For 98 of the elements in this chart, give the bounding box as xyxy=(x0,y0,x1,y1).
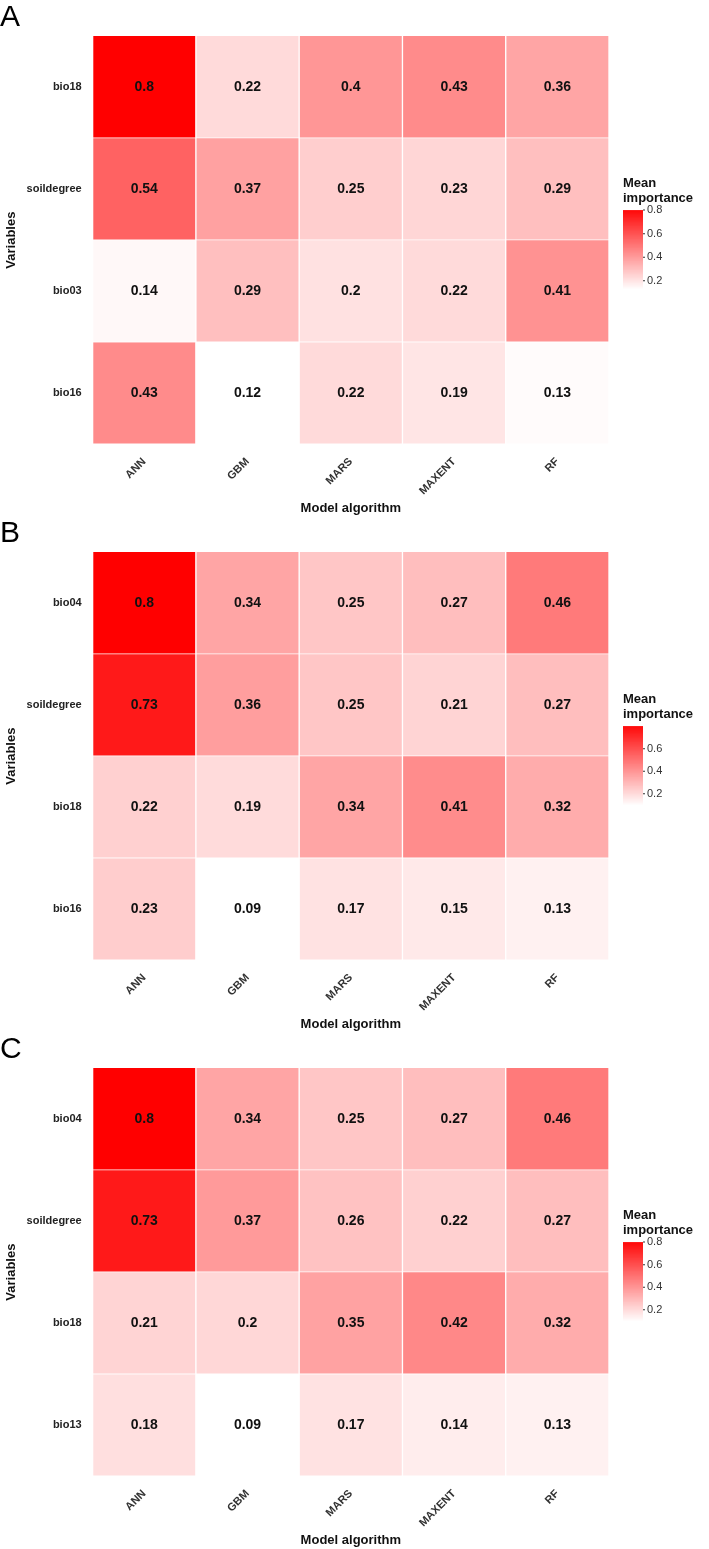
color-bar-label: 0.2 xyxy=(647,786,663,799)
y-tick-label: soildegree xyxy=(26,1214,82,1227)
y-tick-label: bio18 xyxy=(52,800,82,813)
color-bar-label: 0.2 xyxy=(647,273,663,286)
legend-title: Mean importance xyxy=(623,1207,694,1238)
data-label: 0.27 xyxy=(440,1109,468,1126)
data-label: 0.37 xyxy=(233,179,262,196)
color-bar-label: 0.8 xyxy=(647,203,663,216)
data-label: 0.12 xyxy=(233,384,262,401)
legend-title: Mean importance xyxy=(623,175,694,206)
x-tick-label: RF xyxy=(542,454,562,474)
chart-title: C xyxy=(0,1031,22,1065)
data-label: 0.8 xyxy=(134,77,155,94)
data-label: 0.32 xyxy=(543,1314,572,1330)
y-axis-title: Variables xyxy=(3,1243,19,1301)
data-label: 0.35 xyxy=(337,1314,365,1330)
x-tick-label: RF xyxy=(542,1486,562,1506)
data-label: 0.32 xyxy=(543,798,572,814)
data-label: 0.43 xyxy=(440,77,468,94)
data-label: 0.46 xyxy=(543,593,572,610)
x-axis-title: Model algorithm xyxy=(300,1015,402,1031)
data-label: 0.46 xyxy=(543,1109,572,1126)
data-label: 0.36 xyxy=(543,77,572,94)
y-tick-label: bio13 xyxy=(52,1418,82,1431)
data-label: 0.25 xyxy=(337,593,365,610)
data-label: 0.25 xyxy=(337,179,365,196)
y-tick-label: soildegree xyxy=(26,182,82,195)
data-label: 0.23 xyxy=(130,900,159,917)
color-bar-label: 0.6 xyxy=(647,226,663,239)
y-tick-label: soildegree xyxy=(26,698,82,711)
x-axis-title: Model algorithm xyxy=(300,499,402,515)
data-label: 0.41 xyxy=(543,282,572,298)
data-label: 0.13 xyxy=(543,900,572,917)
data-label: 0.22 xyxy=(130,798,159,814)
data-label: 0.09 xyxy=(233,1416,262,1433)
data-label: 0.4 xyxy=(341,77,361,94)
data-label: 0.34 xyxy=(233,593,262,610)
data-label: 0.2 xyxy=(237,1314,258,1330)
data-label: 0.25 xyxy=(337,1109,365,1126)
chart-title: A xyxy=(0,0,21,33)
data-label: 0.2 xyxy=(341,282,361,298)
y-tick-label: bio18 xyxy=(52,1316,82,1329)
data-label: 0.17 xyxy=(337,1416,365,1433)
data-label: 0.8 xyxy=(134,1109,155,1126)
data-label: 0.15 xyxy=(440,900,468,917)
color-bar-label: 0.4 xyxy=(647,250,663,263)
y-tick-label: bio04 xyxy=(52,596,83,609)
y-tick-label: bio16 xyxy=(52,902,82,915)
color-bar-label: 0.4 xyxy=(647,1280,663,1293)
color-bar-label: 0.8 xyxy=(647,1235,663,1248)
data-label: 0.23 xyxy=(440,179,468,196)
data-label: 0.22 xyxy=(337,384,365,401)
data-label: 0.42 xyxy=(440,1314,468,1330)
y-tick-label: bio03 xyxy=(52,284,82,297)
data-label: 0.37 xyxy=(233,1211,262,1228)
data-label: 0.21 xyxy=(130,1314,159,1330)
chart-title: B xyxy=(0,515,21,549)
data-label: 0.34 xyxy=(337,798,365,814)
data-label: 0.41 xyxy=(440,798,468,814)
color-bar-label: 0.6 xyxy=(647,741,663,754)
y-tick-label: bio04 xyxy=(52,1112,83,1125)
data-label: 0.29 xyxy=(543,179,572,196)
data-label: 0.73 xyxy=(130,695,159,712)
data-label: 0.22 xyxy=(233,77,262,94)
data-label: 0.43 xyxy=(130,384,159,401)
data-label: 0.21 xyxy=(440,695,468,712)
data-label: 0.26 xyxy=(337,1211,365,1228)
y-tick-label: bio18 xyxy=(52,80,82,93)
data-label: 0.29 xyxy=(233,282,262,298)
data-label: 0.8 xyxy=(134,593,155,610)
data-label: 0.36 xyxy=(233,695,262,712)
data-label: 0.73 xyxy=(130,1211,159,1228)
data-label: 0.27 xyxy=(543,1211,572,1228)
data-label: 0.19 xyxy=(440,384,468,401)
data-label: 0.09 xyxy=(233,900,262,917)
legend-title: Mean importance xyxy=(623,691,694,722)
color-bar-label: 0.2 xyxy=(647,1302,663,1315)
data-label: 0.25 xyxy=(337,695,365,712)
data-label: 0.17 xyxy=(337,900,365,917)
data-label: 0.14 xyxy=(440,1416,468,1433)
data-label: 0.22 xyxy=(440,282,468,298)
data-label: 0.14 xyxy=(130,282,159,298)
data-label: 0.34 xyxy=(233,1109,262,1126)
data-label: 0.19 xyxy=(233,798,262,814)
y-axis-title: Variables xyxy=(3,727,19,785)
data-label: 0.54 xyxy=(130,179,159,196)
y-tick-label: bio16 xyxy=(52,386,82,399)
color-bar-label: 0.6 xyxy=(647,1257,663,1270)
x-axis-title: Model algorithm xyxy=(300,1531,402,1547)
x-tick-label: RF xyxy=(542,970,562,990)
y-axis-title: Variables xyxy=(3,211,19,269)
data-label: 0.22 xyxy=(440,1211,468,1228)
color-bar-label: 0.4 xyxy=(647,764,663,777)
data-label: 0.27 xyxy=(543,695,572,712)
data-label: 0.13 xyxy=(543,384,572,401)
data-label: 0.27 xyxy=(440,593,468,610)
data-label: 0.13 xyxy=(543,1416,572,1433)
data-label: 0.18 xyxy=(130,1416,159,1433)
